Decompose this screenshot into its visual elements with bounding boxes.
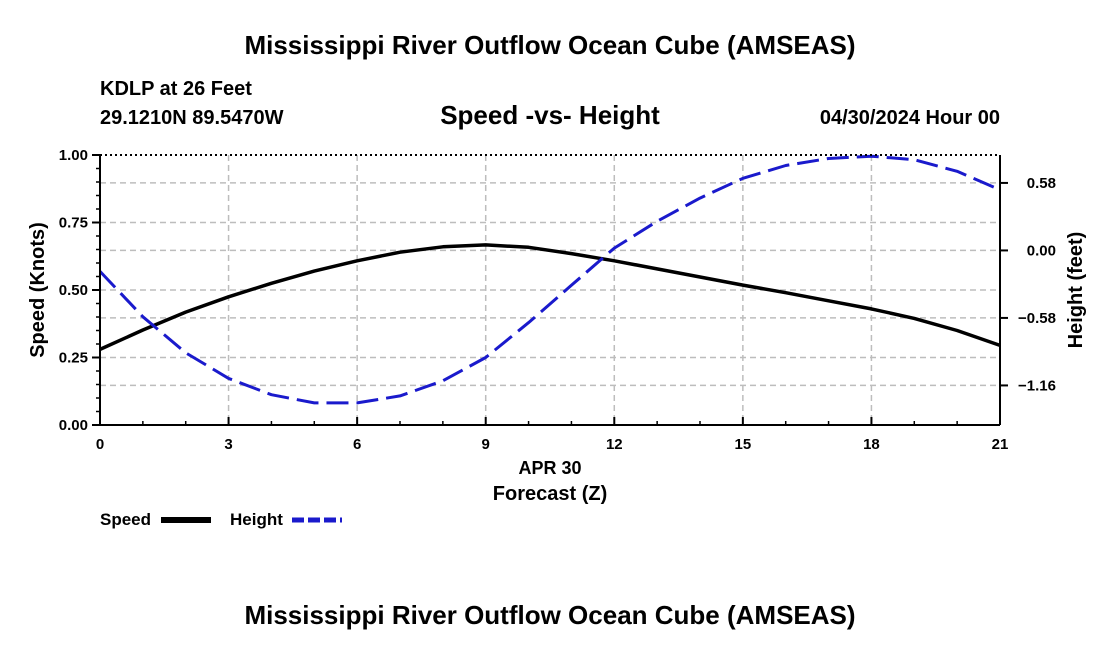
x-axis-date-label: APR 30: [518, 458, 581, 478]
y2-tick-label: −1.16: [1018, 377, 1056, 394]
series-line-height: [98, 154, 1001, 405]
x-tick-label: 15: [735, 436, 752, 453]
x-tick-label: 9: [482, 436, 490, 453]
y-tick-label: 0.50: [59, 282, 88, 299]
y2-tick-label: 0.00: [1027, 242, 1056, 259]
legend-label-height: Height: [230, 510, 283, 529]
series-line-speed: [99, 243, 1001, 351]
y2-axis-label: Height (feet): [1065, 232, 1087, 349]
x-tick-label: 12: [606, 436, 623, 453]
plot-title: Speed -vs- Height: [440, 100, 660, 130]
station-coordinates: 29.1210N 89.5470W: [100, 107, 284, 129]
y-tick-label: 0.25: [59, 350, 88, 367]
chart-main-title: Mississippi River Outflow Ocean Cube (AM…: [244, 30, 855, 60]
series-lines: [98, 154, 1001, 405]
y-tick-label: 0.00: [59, 417, 88, 434]
chart-footer-title: Mississippi River Outflow Ocean Cube (AM…: [244, 600, 855, 630]
x-axis-label: Forecast (Z): [493, 483, 607, 505]
y-tick-label: 1.00: [59, 147, 88, 164]
y2-tick-label: −0.58: [1018, 310, 1056, 327]
x-tick-label: 6: [353, 436, 361, 453]
y-axis-label: Speed (Knots): [27, 222, 49, 358]
x-tick-label: 3: [224, 436, 232, 453]
forecast-datetime: 04/30/2024 Hour 00: [820, 107, 1000, 129]
y-tick-label: 0.75: [59, 215, 88, 232]
y2-tick-label: 0.58: [1027, 175, 1056, 192]
x-tick-label: 0: [96, 436, 104, 453]
station-label: KDLP at 26 Feet: [100, 78, 252, 100]
grid-lines: [100, 155, 1000, 425]
x-tick-label: 21: [992, 436, 1009, 453]
axis-ticks: 0 3 6 9 12 15 18 21 0.00 0.25 0.50 0.75 1.00 0.58 0.00…: [59, 147, 1056, 453]
legend: Speed Height: [100, 510, 342, 529]
legend-label-speed: Speed: [100, 510, 151, 529]
x-tick-label: 18: [863, 436, 880, 453]
